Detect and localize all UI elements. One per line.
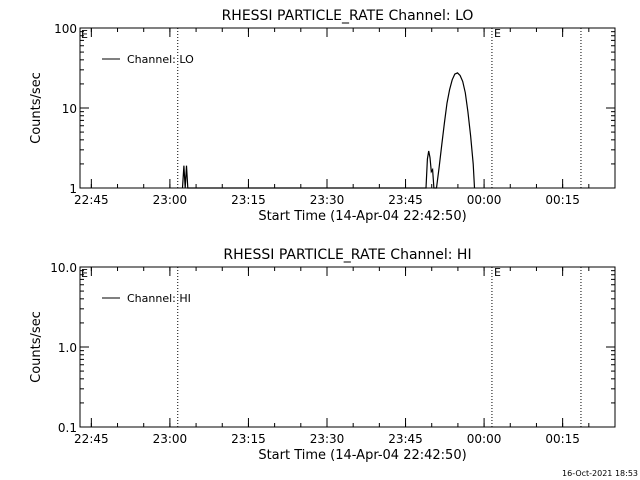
chart-title: RHESSI PARTICLE_RATE Channel: LO bbox=[222, 8, 474, 24]
x-tick-label: 23:30 bbox=[310, 432, 345, 446]
legend-label: Channel: LO bbox=[127, 53, 194, 66]
legend-label: Channel: HI bbox=[127, 292, 191, 305]
chart-title: RHESSI PARTICLE_RATE Channel: HI bbox=[223, 247, 471, 263]
x-tick-label: 23:45 bbox=[388, 193, 423, 207]
y-tick-label: 0.1 bbox=[58, 421, 77, 435]
lo-channel-panel: RHESSI PARTICLE_RATE Channel: LO 22:45 23:… bbox=[29, 8, 616, 224]
x-tick-label: 23:00 bbox=[153, 432, 188, 446]
x-tick-label: 23:30 bbox=[310, 193, 345, 207]
event-marker-label: E bbox=[494, 27, 501, 40]
left-edge-label: E bbox=[81, 28, 88, 41]
y-tick-label: 10 bbox=[62, 102, 77, 116]
y-tick-label: 100 bbox=[54, 22, 77, 36]
y-tick-label: 10.0 bbox=[50, 261, 77, 275]
x-tick-label: 00:00 bbox=[467, 193, 502, 207]
x-tick-label: 00:15 bbox=[545, 432, 580, 446]
x-tick-label: 22:45 bbox=[74, 193, 109, 207]
x-tick-label: 23:15 bbox=[231, 193, 266, 207]
y-tick-label: 1 bbox=[69, 182, 77, 196]
hi-channel-panel: RHESSI PARTICLE_RATE Channel: HI 22:45 23:… bbox=[29, 247, 616, 463]
x-tick-label: 00:15 bbox=[545, 193, 580, 207]
footer-timestamp: 16-Oct-2021 18:53 bbox=[562, 469, 638, 478]
x-axis-label: Start Time (14-Apr-04 22:42:50) bbox=[258, 448, 466, 463]
plot-frame bbox=[79, 27, 616, 189]
y-axis-label: Counts/sec bbox=[29, 311, 44, 383]
plot-frame bbox=[79, 266, 616, 428]
event-marker-label: E bbox=[494, 266, 501, 279]
y-axis-label: Counts/sec bbox=[29, 72, 44, 144]
x-tick-label: 23:45 bbox=[388, 432, 423, 446]
x-tick-label: 22:45 bbox=[74, 432, 109, 446]
x-tick-label: 23:00 bbox=[153, 193, 188, 207]
left-edge-label: E bbox=[81, 267, 88, 280]
x-axis-label: Start Time (14-Apr-04 22:42:50) bbox=[258, 209, 466, 224]
y-tick-label: 1.0 bbox=[58, 341, 77, 355]
x-tick-label: 00:00 bbox=[467, 432, 502, 446]
series-line bbox=[181, 72, 476, 189]
x-tick-label: 23:15 bbox=[231, 432, 266, 446]
